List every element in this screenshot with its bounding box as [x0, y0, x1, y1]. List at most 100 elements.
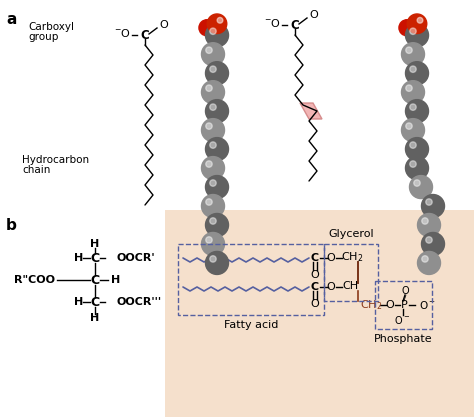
Circle shape	[421, 194, 445, 218]
Bar	[178, 244, 324, 315]
Text: Glycerol: Glycerol	[328, 229, 374, 239]
Circle shape	[410, 28, 416, 35]
Circle shape	[210, 28, 216, 35]
Text: CH: CH	[342, 281, 358, 291]
Text: H: H	[111, 275, 120, 285]
Circle shape	[201, 156, 225, 180]
Text: C: C	[91, 296, 100, 309]
Text: O$^-$: O$^-$	[394, 314, 410, 326]
Text: $^{-}$O: $^{-}$O	[114, 27, 131, 39]
Text: C: C	[91, 251, 100, 264]
Text: O: O	[310, 299, 319, 309]
Circle shape	[405, 24, 428, 47]
Text: O: O	[327, 282, 336, 292]
Circle shape	[201, 118, 225, 142]
Circle shape	[401, 118, 425, 142]
Text: OOCR': OOCR'	[117, 253, 155, 263]
Circle shape	[401, 80, 425, 104]
Text: O: O	[309, 10, 318, 20]
Circle shape	[422, 256, 428, 262]
Circle shape	[406, 47, 412, 53]
Circle shape	[210, 180, 216, 186]
Circle shape	[206, 251, 228, 274]
Circle shape	[206, 138, 228, 161]
Circle shape	[201, 80, 225, 104]
Circle shape	[206, 85, 212, 91]
Text: Carboxyl: Carboxyl	[28, 22, 74, 32]
Circle shape	[206, 176, 228, 198]
Circle shape	[206, 123, 212, 129]
Text: C: C	[141, 28, 149, 42]
Circle shape	[405, 156, 428, 180]
Text: H: H	[91, 313, 100, 323]
Text: O: O	[310, 270, 319, 280]
Circle shape	[410, 161, 416, 167]
Circle shape	[405, 62, 428, 85]
Text: a: a	[6, 12, 17, 27]
Circle shape	[206, 100, 228, 123]
Text: H: H	[91, 239, 100, 249]
Circle shape	[206, 237, 212, 243]
Text: C: C	[291, 18, 300, 32]
Circle shape	[207, 14, 227, 33]
Circle shape	[210, 218, 216, 224]
Circle shape	[405, 138, 428, 161]
Text: H: H	[74, 253, 83, 263]
Text: O: O	[386, 300, 394, 310]
Circle shape	[410, 176, 432, 198]
Circle shape	[206, 214, 228, 236]
Bar	[375, 281, 432, 329]
Circle shape	[414, 180, 420, 186]
Text: Fatty acid: Fatty acid	[224, 320, 278, 330]
Circle shape	[406, 85, 412, 91]
Circle shape	[210, 104, 216, 111]
Text: $^{-}$O: $^{-}$O	[264, 17, 281, 29]
Text: O: O	[327, 253, 336, 263]
Circle shape	[418, 214, 440, 236]
Circle shape	[407, 14, 427, 33]
Circle shape	[406, 123, 412, 129]
Circle shape	[206, 161, 212, 167]
Circle shape	[410, 104, 416, 111]
Circle shape	[405, 100, 428, 123]
Circle shape	[401, 43, 425, 66]
Circle shape	[206, 24, 228, 47]
Circle shape	[201, 43, 225, 66]
Text: O: O	[159, 20, 168, 30]
Circle shape	[418, 251, 440, 274]
Text: OOCR''': OOCR'''	[117, 297, 162, 307]
Circle shape	[399, 20, 415, 36]
Circle shape	[206, 62, 228, 85]
Circle shape	[426, 199, 432, 205]
Circle shape	[410, 142, 416, 148]
Text: H: H	[74, 297, 83, 307]
Text: P: P	[401, 300, 407, 310]
Text: R"COO: R"COO	[14, 275, 55, 285]
Circle shape	[426, 237, 432, 243]
Text: O$^-$: O$^-$	[419, 299, 436, 311]
Text: CH$_2$: CH$_2$	[360, 298, 383, 312]
Text: C: C	[91, 274, 100, 286]
Circle shape	[421, 232, 445, 256]
Circle shape	[206, 199, 212, 205]
Text: Hydrocarbon: Hydrocarbon	[22, 155, 89, 165]
Text: CH$_2$: CH$_2$	[341, 250, 363, 264]
Circle shape	[210, 142, 216, 148]
Text: C: C	[311, 253, 319, 263]
Text: group: group	[28, 32, 58, 42]
Circle shape	[210, 256, 216, 262]
Circle shape	[206, 47, 212, 53]
Text: Phosphate: Phosphate	[374, 334, 433, 344]
Circle shape	[417, 18, 423, 23]
Text: chain: chain	[22, 165, 50, 175]
Text: C: C	[311, 282, 319, 292]
Bar	[324, 244, 378, 301]
Circle shape	[201, 232, 225, 256]
Polygon shape	[300, 103, 322, 119]
Text: O: O	[401, 286, 409, 296]
Circle shape	[201, 194, 225, 218]
Circle shape	[410, 66, 416, 73]
Bar	[165, 210, 474, 417]
Circle shape	[422, 218, 428, 224]
Circle shape	[217, 18, 223, 23]
